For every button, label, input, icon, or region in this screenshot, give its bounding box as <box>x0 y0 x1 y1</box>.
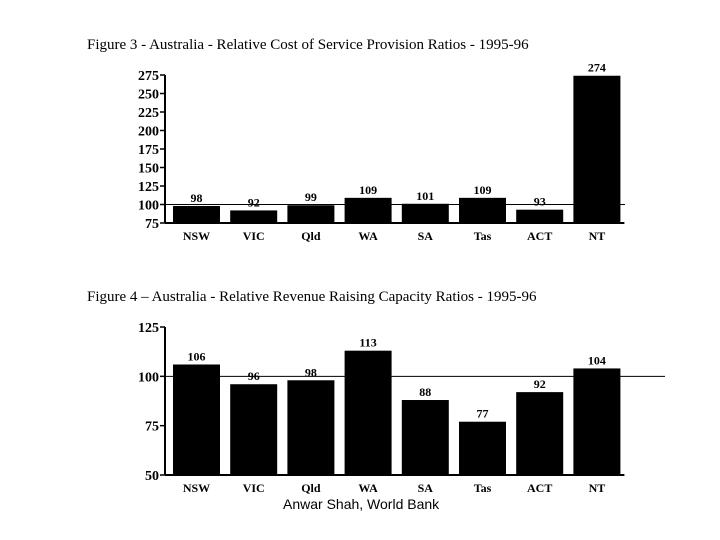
x-tick-label: WA <box>358 229 378 243</box>
x-tick-label: VIC <box>243 229 265 243</box>
x-tick-label: ACT <box>527 229 552 243</box>
bar-qld <box>287 205 335 223</box>
data-label: 109 <box>359 183 377 197</box>
y-tick-label: 50 <box>145 469 159 484</box>
y-tick-label: 225 <box>138 106 159 121</box>
bar-wa <box>344 350 392 475</box>
x-tick-label: NSW <box>183 481 210 495</box>
data-label: 106 <box>188 349 206 363</box>
bar-sa <box>401 400 449 475</box>
y-tick-label: 200 <box>138 125 159 140</box>
x-tick-label: ACT <box>527 481 552 495</box>
figure-3-bar-chart: 75 100 125 150 175 200 225 250 275 98 NSW 92 VIC 99 Ql… <box>138 61 625 243</box>
y-tick-label: 75 <box>145 420 159 435</box>
data-label: 88 <box>419 385 431 399</box>
data-label: 274 <box>588 61 606 75</box>
y-tick-label: 250 <box>138 88 159 103</box>
x-tick-label: Tas <box>474 229 492 243</box>
data-label: 98 <box>305 365 317 379</box>
y-tick-label: 100 <box>138 199 159 214</box>
data-label: 92 <box>248 195 260 209</box>
y-tick-label: 75 <box>145 217 159 232</box>
bar-act <box>516 392 564 475</box>
bar-nt <box>573 368 621 475</box>
bar-nt <box>573 75 621 224</box>
data-label: 99 <box>305 190 317 204</box>
figure-4-bar-chart: 5075100125106NSW96VIC98Qld113WA88SA77Tas… <box>138 321 665 495</box>
y-tick-label: 125 <box>138 180 159 195</box>
data-label: 101 <box>416 189 434 203</box>
bar-act <box>516 209 564 223</box>
x-tick-label: Qld <box>301 229 321 243</box>
x-tick-label: VIC <box>243 481 265 495</box>
author-credit: Anwar Shah, World Bank <box>283 496 440 512</box>
bar-tas <box>459 421 506 475</box>
x-tick-label: Qld <box>301 481 321 495</box>
y-tick-label: 150 <box>138 162 159 177</box>
data-label: 92 <box>534 377 546 391</box>
bar-wa <box>344 197 392 223</box>
x-tick-label: SA <box>418 481 434 495</box>
bar-sa <box>401 203 449 223</box>
x-tick-label: NSW <box>183 229 210 243</box>
y-tick-label: 275 <box>138 69 159 84</box>
data-label: 104 <box>588 353 606 367</box>
bar-tas <box>459 197 506 223</box>
y-tick-label: 175 <box>138 143 159 158</box>
bar-vic <box>230 210 278 223</box>
figure-4-title: Figure 4 – Australia - Relative Revenue … <box>87 289 537 305</box>
x-tick-label: Tas <box>474 481 492 495</box>
bar-qld <box>287 380 335 475</box>
bar-vic <box>230 384 278 475</box>
data-label: 113 <box>359 336 376 350</box>
x-tick-label: WA <box>358 481 378 495</box>
bar-nsw <box>173 364 220 475</box>
y-tick-label: 100 <box>138 370 159 385</box>
figure-3-title: Figure 3 - Australia - Relative Cost of … <box>87 37 529 53</box>
x-tick-label: NT <box>589 229 606 243</box>
x-tick-label: NT <box>589 481 606 495</box>
data-label: 77 <box>477 407 489 421</box>
y-tick-label: 125 <box>138 321 159 336</box>
data-label: 109 <box>474 183 492 197</box>
data-label: 98 <box>191 191 203 205</box>
data-label: 93 <box>534 195 546 209</box>
x-tick-label: SA <box>418 229 434 243</box>
bar-nsw <box>173 205 220 223</box>
